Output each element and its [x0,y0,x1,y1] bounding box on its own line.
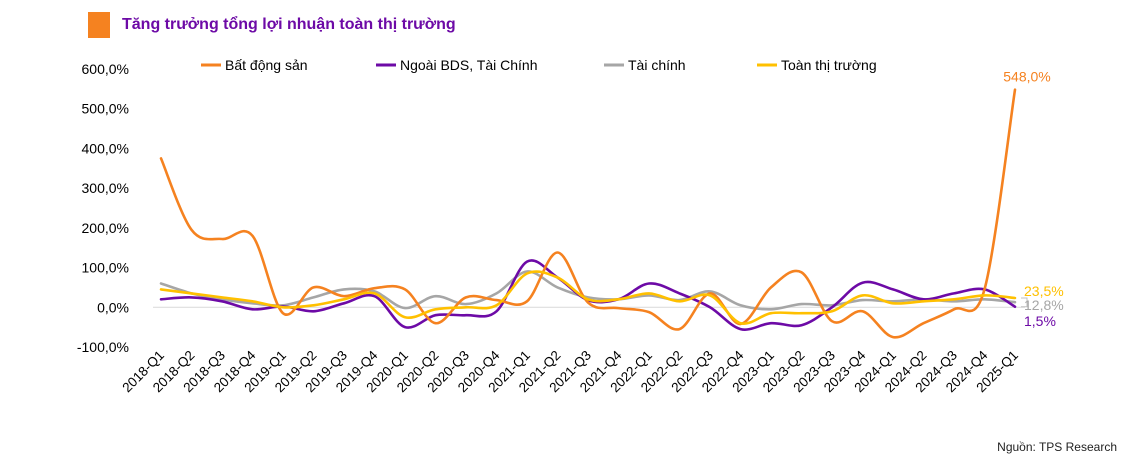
series-line-tai-chinh [159,270,1017,311]
end-label-bracket [1021,297,1028,308]
end-label-tai-chinh: 12,8% [1024,297,1064,313]
chart-title: Tăng trưởng tổng lợi nhuận toàn thị trườ… [122,16,456,33]
y-tick-label: 600,0% [82,61,129,77]
legend-label: Bất động sản [225,57,308,73]
y-tick-label: -100,0% [77,339,129,355]
end-label-ngoai-bds-tai-chinh: 1,5% [1024,313,1056,329]
legend-label: Tài chính [628,57,686,73]
end-label-toan-thi-truong: 23,5% [1024,283,1064,299]
series-line-toan-thi-truong [159,270,1017,325]
y-tick-label: 300,0% [82,180,129,196]
y-tick-label: 100,0% [82,260,129,276]
series-line-bat-dong-san [159,88,1017,339]
title-accent-square [88,12,110,38]
y-tick-label: 400,0% [82,140,129,156]
source-note: Nguồn: TPS Research [997,440,1117,454]
y-tick-label: 0,0% [97,299,129,315]
y-tick-label: 200,0% [82,220,129,236]
legend-label: Toàn thị trường [781,57,877,73]
series-line-ngoai-bds-tai-chinh [159,259,1017,331]
y-tick-label: 500,0% [82,101,129,117]
end-label-bat-dong-san: 548,0% [1003,69,1050,85]
legend-label: Ngoài BDS, Tài Chính [400,57,537,73]
chart-title-block: Tăng trưởng tổng lợi nhuận toàn thị trườ… [88,11,456,39]
